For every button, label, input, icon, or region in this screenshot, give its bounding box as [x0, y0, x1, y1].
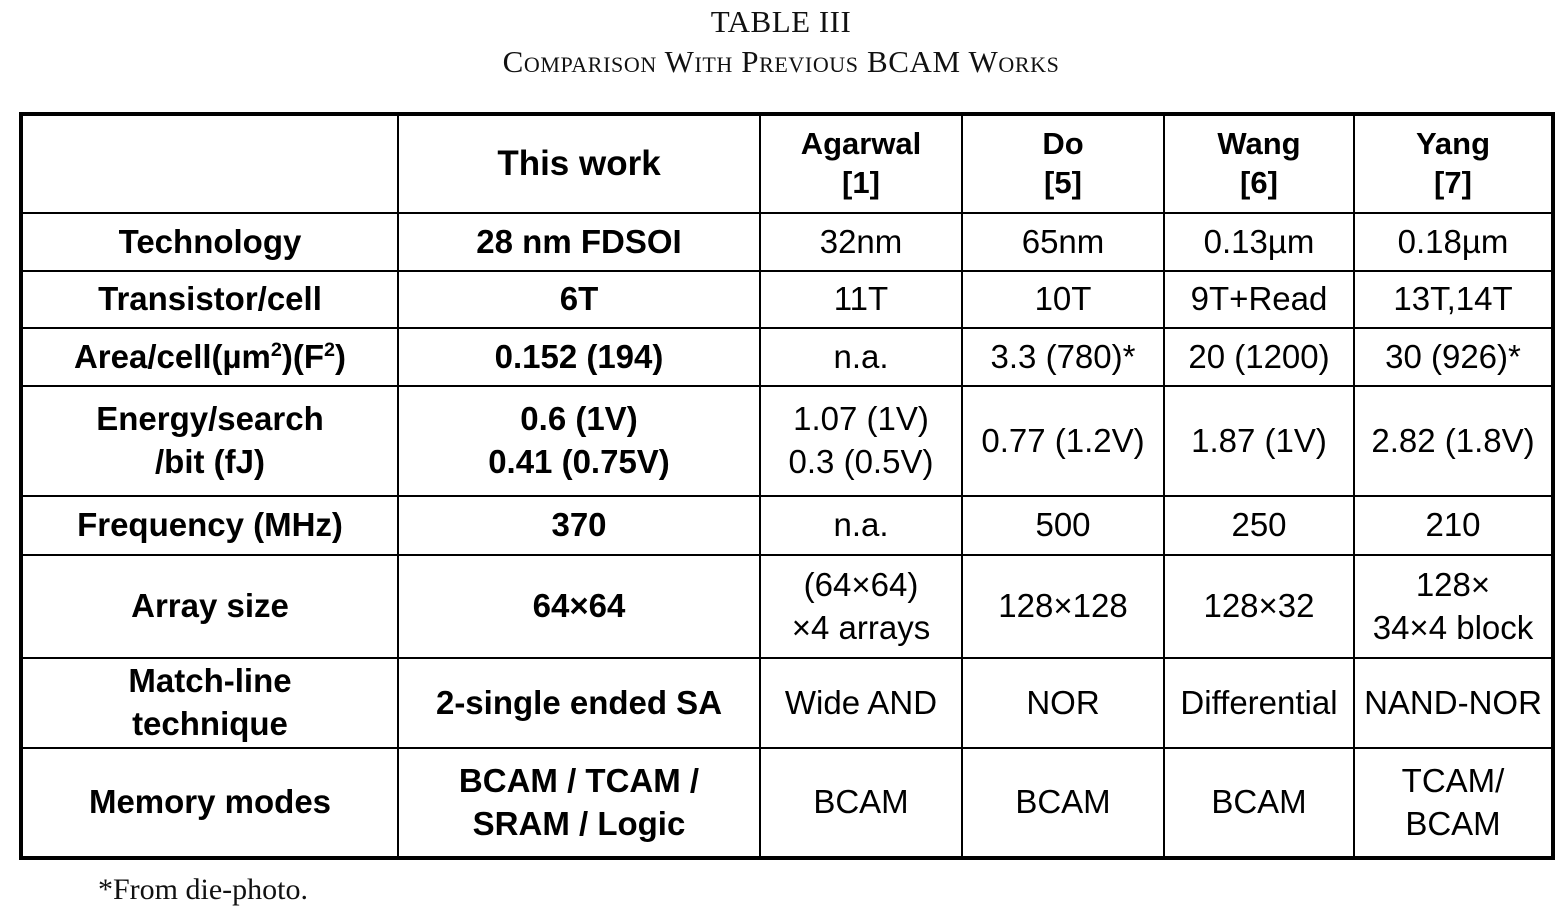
table-cell: 13T,14T — [1353, 270, 1554, 329]
table-row: Energy/search /bit (fJ) 0.6 (1V) 0.41 (0… — [20, 385, 1554, 497]
table-cell: 1.07 (1V) 0.3 (0.5V) — [759, 385, 963, 497]
header-wang: Wang [6] — [1163, 113, 1355, 214]
table-cell: TCAM/ BCAM — [1353, 747, 1554, 859]
row-label-energy-search: Energy/search /bit (fJ) — [20, 385, 399, 497]
table-cell: (64×64) ×4 arrays — [759, 554, 963, 659]
table-cell: 500 — [961, 495, 1165, 556]
row-label-array-size: Array size — [20, 554, 399, 659]
header-agarwal: Agarwal [1] — [759, 113, 963, 214]
table-label: TABLE III — [710, 4, 852, 39]
header-this-work: This work — [397, 113, 761, 214]
table-cell: 0.77 (1.2V) — [961, 385, 1165, 497]
table-cell: n.a. — [759, 327, 963, 387]
table-title: Comparison With Previous BCAM Works — [502, 44, 1060, 79]
table-footnote: *From die-photo. — [98, 873, 308, 906]
table-cell: 20 (1200) — [1163, 327, 1355, 387]
row-label-technology: Technology — [20, 212, 399, 272]
table-row: Area/cell(µm2)(F2) 0.152 (194) n.a. 3.3 … — [20, 327, 1554, 387]
table-cell: 3.3 (780)* — [961, 327, 1165, 387]
table-cell: Wide AND — [759, 657, 963, 749]
table-cell: BCAM / TCAM / SRAM / Logic — [397, 747, 761, 859]
table-row: Transistor/cell 6T 11T 10T 9T+Read 13T,1… — [20, 270, 1554, 329]
table-row: Match-line technique 2-single ended SA W… — [20, 657, 1554, 749]
table-cell: BCAM — [961, 747, 1165, 859]
table-cell: 11T — [759, 270, 963, 329]
header-row: This work Agarwal [1] Do [5] Wang [6] Ya… — [20, 113, 1554, 214]
header-do: Do [5] — [961, 113, 1165, 214]
table-cell: 128×32 — [1163, 554, 1355, 659]
table-cell: 6T — [397, 270, 761, 329]
table-cell: 128×128 — [961, 554, 1165, 659]
table-cell: 65nm — [961, 212, 1165, 272]
table-row: Array size 64×64 (64×64) ×4 arrays 128×1… — [20, 554, 1554, 659]
table-cell: 2-single ended SA — [397, 657, 761, 749]
table-row: Memory modes BCAM / TCAM / SRAM / Logic … — [20, 747, 1554, 859]
table-cell: 250 — [1163, 495, 1355, 556]
table-cell: 2.82 (1.8V) — [1353, 385, 1554, 497]
table-cell: 128× 34×4 block — [1353, 554, 1554, 659]
row-label-area-cell: Area/cell(µm2)(F2) — [20, 327, 399, 387]
table-cell: NOR — [961, 657, 1165, 749]
table-cell: n.a. — [759, 495, 963, 556]
table-cell: 1.87 (1V) — [1163, 385, 1355, 497]
table-cell: 30 (926)* — [1353, 327, 1554, 387]
table-cell: NAND-NOR — [1353, 657, 1554, 749]
table-cell: 0.18µm — [1353, 212, 1554, 272]
table-cell: 28 nm FDSOI — [397, 212, 761, 272]
row-label-frequency: Frequency (MHz) — [20, 495, 399, 556]
table-row: Technology 28 nm FDSOI 32nm 65nm 0.13µm … — [20, 212, 1554, 272]
table-row: Frequency (MHz) 370 n.a. 500 250 210 — [20, 495, 1554, 556]
comparison-table: This work Agarwal [1] Do [5] Wang [6] Ya… — [19, 112, 1555, 860]
table-cell: 210 — [1353, 495, 1554, 556]
table-cell: 370 — [397, 495, 761, 556]
table-cell: 10T — [961, 270, 1165, 329]
row-label-transistor-cell: Transistor/cell — [20, 270, 399, 329]
table-cell: BCAM — [759, 747, 963, 859]
table-cell: BCAM — [1163, 747, 1355, 859]
row-label-memory-modes: Memory modes — [20, 747, 399, 859]
header-yang: Yang [7] — [1353, 113, 1554, 214]
table-cell: Differential — [1163, 657, 1355, 749]
row-label-match-line: Match-line technique — [20, 657, 399, 749]
table-cell: 9T+Read — [1163, 270, 1355, 329]
table-cell: 0.13µm — [1163, 212, 1355, 272]
header-corner-cell — [20, 113, 399, 214]
table-cell: 64×64 — [397, 554, 761, 659]
table-cell: 0.152 (194) — [397, 327, 761, 387]
table-cell: 0.6 (1V) 0.41 (0.75V) — [397, 385, 761, 497]
table-cell: 32nm — [759, 212, 963, 272]
